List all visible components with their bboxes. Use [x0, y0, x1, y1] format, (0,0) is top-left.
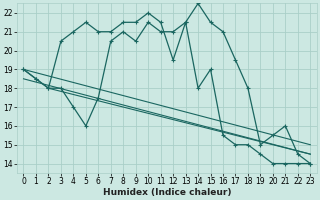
X-axis label: Humidex (Indice chaleur): Humidex (Indice chaleur) [103, 188, 231, 197]
